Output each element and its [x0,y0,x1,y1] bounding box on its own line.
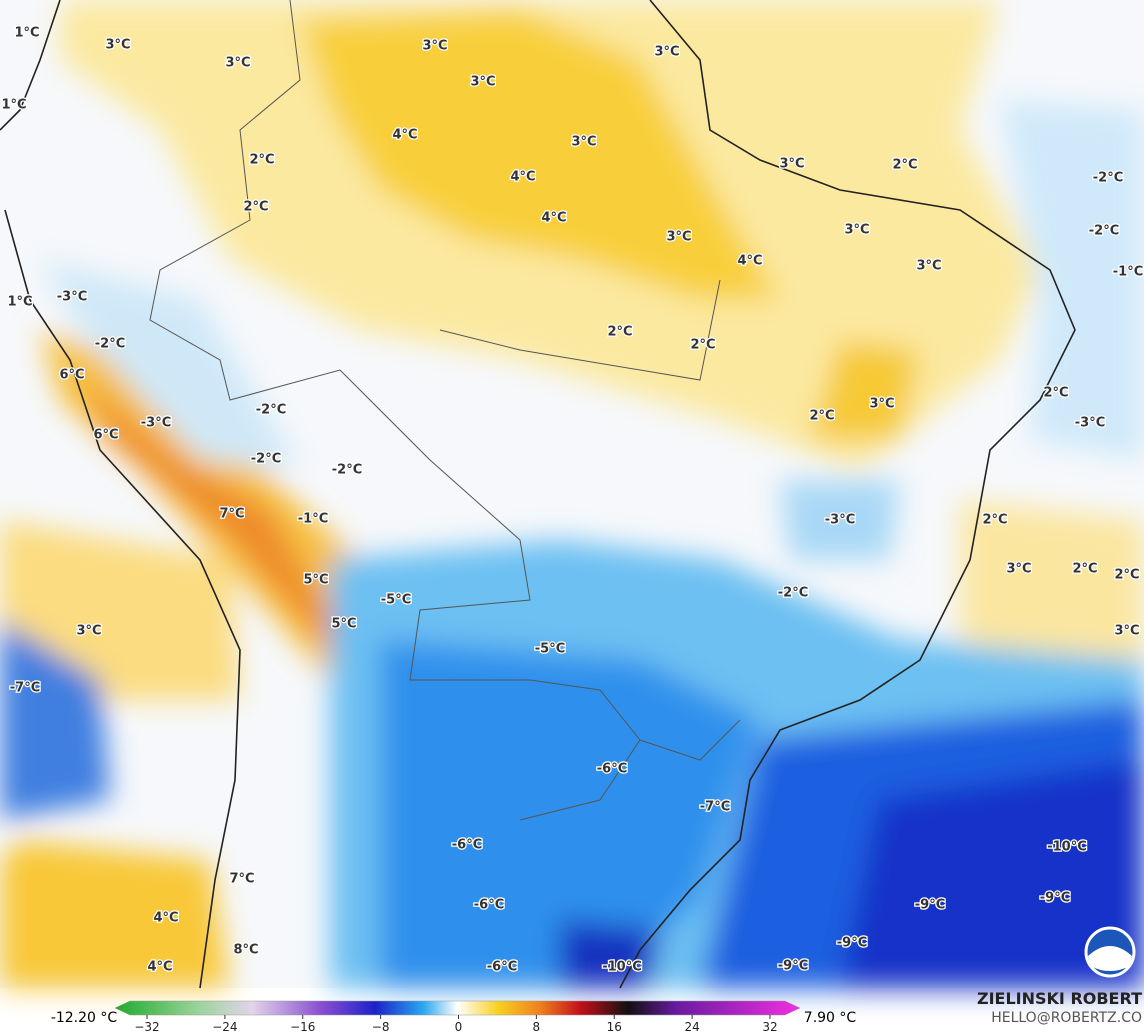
temperature-label: -9°C [915,898,945,913]
temperature-label: -9°C [837,936,867,951]
colorbar-max: 7.90 °C [804,1010,857,1026]
temperature-label: 8°C [233,943,258,958]
temperature-label: 7°C [229,872,254,887]
temperature-label: 5°C [303,573,328,588]
temperature-label: -6°C [452,838,482,853]
noaa-logo [1084,926,1136,978]
temperature-label: 7°C [219,507,244,522]
colorbar-tick-label: −16 [290,1020,315,1034]
temperature-label: 6°C [59,368,84,383]
temperature-label: 6°C [93,428,118,443]
temperature-label: -2°C [1093,171,1123,186]
temperature-label: 4°C [153,911,178,926]
temperature-label: -10°C [1047,840,1087,855]
temperature-label: -2°C [1089,224,1119,239]
temperature-label: 3°C [779,157,804,172]
colorbar-tick-label: 8 [533,1020,541,1034]
temperature-label: -3°C [825,513,855,528]
temperature-label: -2°C [251,452,281,467]
colorbar-tick-label: −32 [134,1020,159,1034]
temperature-label: -2°C [95,337,125,352]
temperature-label: 3°C [654,45,679,60]
temperature-label: 3°C [916,259,941,274]
temperature-label: 2°C [690,338,715,353]
colorbar-tick-label: 16 [607,1020,622,1034]
temperature-label: -7°C [10,681,40,696]
temperature-label: 4°C [541,211,566,226]
temperature-label: 2°C [249,153,274,168]
temperature-label: 1°C [14,26,39,41]
temperature-label: -3°C [1075,416,1105,431]
temperature-label: 5°C [331,617,356,632]
temperature-label: -9°C [1040,891,1070,906]
temperature-label: 3°C [666,230,691,245]
temperature-label: 2°C [982,513,1007,528]
temperature-label: 3°C [105,38,130,53]
temperature-label: 2°C [809,409,834,424]
temperature-label: -2°C [256,403,286,418]
temperature-label: -6°C [474,898,504,913]
credit-name: ZIELINSKI ROBERT [977,989,1142,1008]
map [0,0,1144,989]
colorbar-gradient [114,1000,801,1016]
colorbar-tick-label: 32 [762,1020,777,1034]
fields [0,0,1144,988]
temperature-label: 2°C [243,200,268,215]
temperature-label: -5°C [535,642,565,657]
temperature-label: 3°C [571,135,596,150]
temperature-label: -7°C [700,800,730,815]
colorbar: -12.20 °C 7.90 °C −32 −24 −16 −8 0 8 16 24 32 [51,1000,857,1034]
temperature-label: 3°C [470,75,495,90]
temperature-label: -1°C [1113,265,1143,280]
temperature-label: 4°C [147,960,172,975]
temperature-label: 1°C [7,295,32,310]
temperature-label: 3°C [844,223,869,238]
temperature-label: -9°C [778,959,808,974]
colorbar-min: -12.20 °C [51,1010,118,1026]
colorbar-tick-label: −8 [372,1020,390,1034]
temperature-label: -1°C [298,512,328,527]
temperature-label: -5°C [381,593,411,608]
temperature-label: 4°C [737,254,762,269]
labels: 1°C 3°C 3°C 3°C 3°C 3°C 1°C 4°C 3°C 2°C 3°C 2°C -2°C… [0,24,1144,976]
temperature-label: 2°C [892,158,917,173]
borders [149,0,741,821]
temperature-label: -3°C [57,290,87,305]
temperature-label: -3°C [141,416,171,431]
colorbar-tick-label: 0 [455,1020,463,1034]
temperature-label: 2°C [1072,562,1097,577]
temperature-label: -2°C [778,586,808,601]
temperature-label: -10°C [602,960,642,975]
temperature-label: 4°C [392,128,417,143]
temperature-label: 3°C [225,56,250,71]
temperature-label: 3°C [869,397,894,412]
temperature-label: 3°C [76,624,101,639]
colorbar-tick-label: 24 [684,1020,699,1034]
temperature-label: 2°C [1114,568,1139,583]
temperature-label: 4°C [510,170,535,185]
coastline [0,0,1076,989]
temperature-label: 3°C [1114,624,1139,639]
temperature-label: 1°C [1,98,26,113]
temperature-label: 3°C [422,39,447,54]
colorbar-tick-label: −24 [212,1020,237,1034]
temperature-label: 2°C [607,325,632,340]
credit-contact: HELLO@ROBERTZ.CO [991,1010,1142,1026]
temperature-label: -6°C [597,762,627,777]
temperature-label: -2°C [332,463,362,478]
temperature-label: 2°C [1043,386,1068,401]
temperature-label: 3°C [1006,562,1031,577]
temperature-label: -6°C [487,960,517,975]
